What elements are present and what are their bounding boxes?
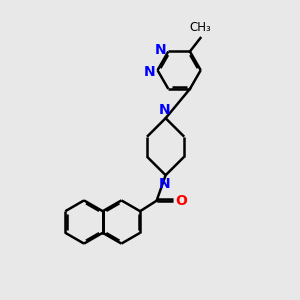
- Text: N: N: [143, 65, 155, 79]
- Text: CH₃: CH₃: [190, 21, 211, 34]
- Text: O: O: [176, 194, 188, 208]
- Text: N: N: [159, 103, 170, 117]
- Text: N: N: [159, 177, 170, 191]
- Text: N: N: [154, 43, 166, 57]
